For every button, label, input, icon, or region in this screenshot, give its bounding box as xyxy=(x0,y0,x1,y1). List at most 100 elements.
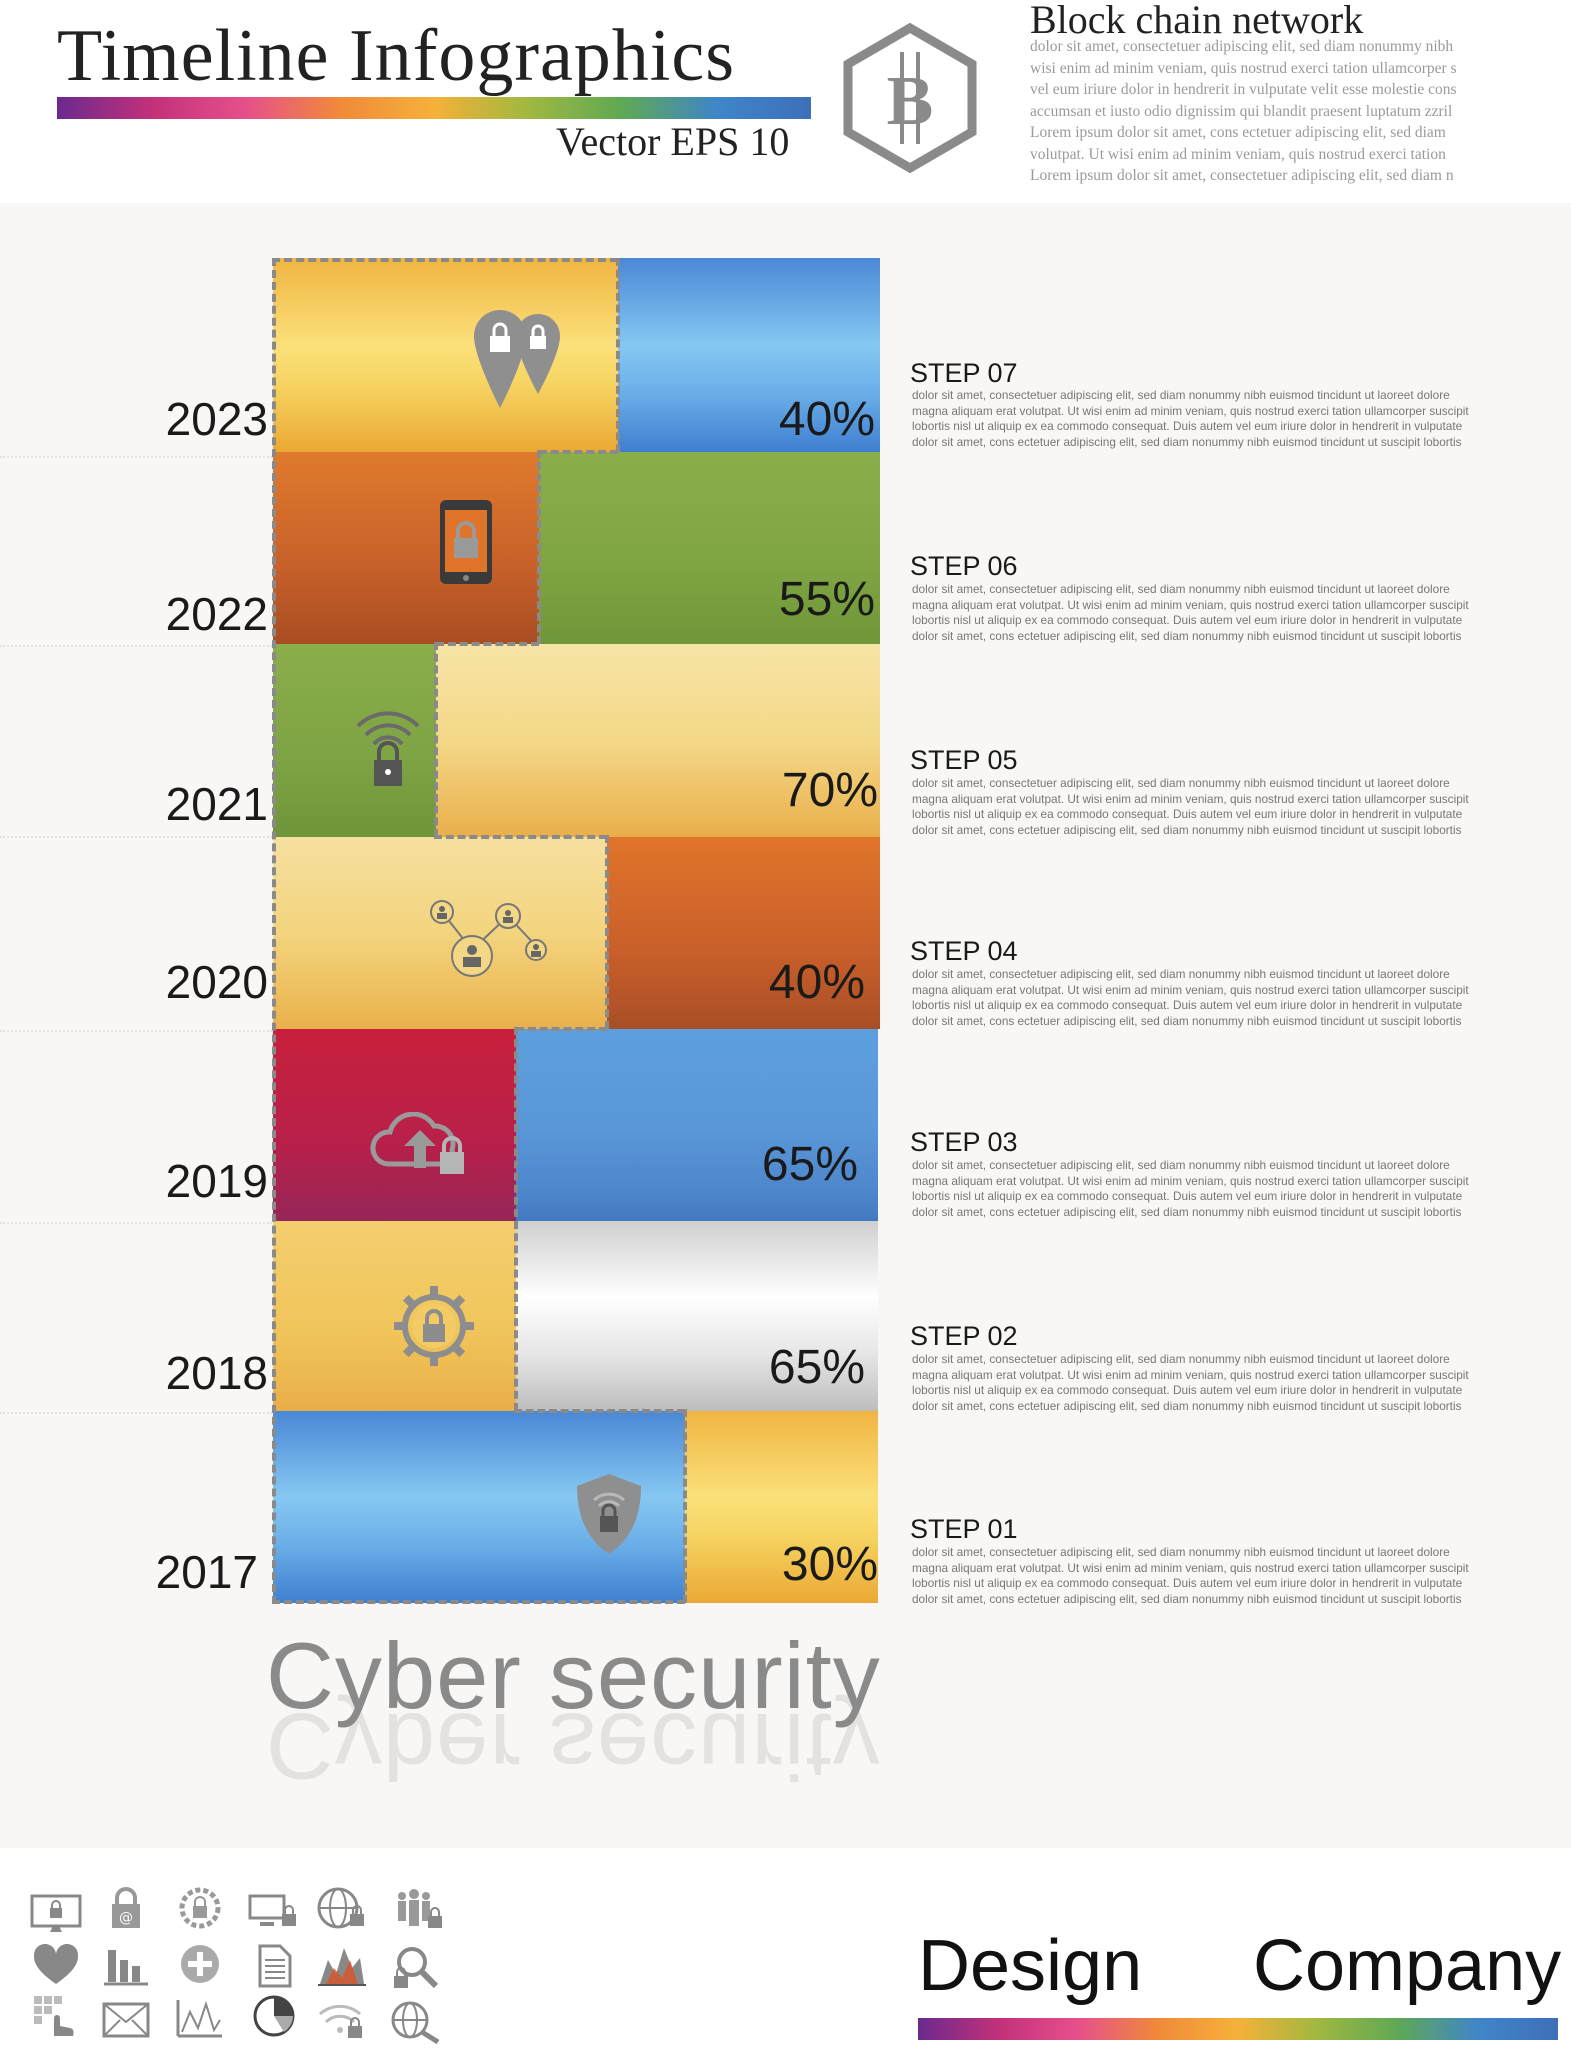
step-line: magna aliquam erat volutpat. Ut wisi eni… xyxy=(912,1367,1469,1382)
year-label: 2022 xyxy=(165,588,268,640)
profile-line xyxy=(272,258,276,1604)
step-line: dolor sit amet, cons ectetuer adipiscing… xyxy=(912,434,1462,449)
step-title: STEP 07 xyxy=(910,358,1018,388)
bitcoin-hexagon-icon: B xyxy=(843,22,977,174)
main-label-reflection: Cyber security xyxy=(266,1694,881,1799)
percent-label: 55% xyxy=(778,573,875,626)
blockchain-line: accumsan et iusto odio dignissim qui bla… xyxy=(1030,102,1453,120)
footer-company: Company xyxy=(1253,1926,1562,2006)
step-line: lobortis nisl ut aliquip ex ea commodo c… xyxy=(912,1383,1463,1398)
step-line: magna aliquam erat volutpat. Ut wisi eni… xyxy=(912,403,1469,418)
profile-line xyxy=(616,258,620,452)
bar-right-2023 xyxy=(618,258,880,452)
divider xyxy=(0,1412,272,1414)
step-line: magna aliquam erat volutpat. Ut wisi eni… xyxy=(912,791,1469,806)
bar-right-2020 xyxy=(607,837,880,1029)
divider xyxy=(0,645,272,647)
wifi-lock-icon xyxy=(356,711,420,786)
step-line: dolor sit amet, cons ectetuer adipiscing… xyxy=(912,628,1462,643)
subtitle: Vector EPS 10 xyxy=(556,119,790,164)
step-line: dolor sit amet, cons ectetuer adipiscing… xyxy=(912,1398,1462,1413)
blockchain-text: dolor sit amet, consectetuer adipiscing … xyxy=(1030,36,1570,187)
pie-chart-icon xyxy=(253,1995,295,2037)
year-label: 2019 xyxy=(165,1155,268,1207)
gear-lock-icon xyxy=(394,1286,474,1366)
step-line: dolor sit amet, cons ectetuer adipiscing… xyxy=(912,1013,1462,1028)
year-label: 2020 xyxy=(165,956,268,1008)
step-title: STEP 03 xyxy=(910,1127,1018,1157)
step-description: dolor sit amet, consectetuer adipiscing … xyxy=(912,1545,1512,1607)
profile-line xyxy=(434,642,438,837)
year-label: 2018 xyxy=(165,1347,268,1399)
bar-left-2018 xyxy=(273,1221,516,1411)
wifi-lock-icon xyxy=(319,2004,362,2038)
step-title: STEP 05 xyxy=(910,745,1018,775)
step-line: dolor sit amet, cons ectetuer adipiscing… xyxy=(912,822,1462,837)
step-line: dolor sit amet, consectetuer adipiscing … xyxy=(912,388,1450,402)
percent-label: 40% xyxy=(768,956,865,1009)
blockchain-line: Lorem ipsum dolor sit amet, cons ectetue… xyxy=(1030,124,1446,141)
cloud-upload-lock-icon xyxy=(370,1112,464,1174)
step-line: magna aliquam erat volutpat. Ut wisi eni… xyxy=(912,597,1469,612)
bar-right-2021 xyxy=(436,644,880,837)
rainbow-bar xyxy=(57,97,811,119)
year-label: 2021 xyxy=(165,778,268,830)
heart-icon xyxy=(33,1944,79,1984)
step-line: dolor sit amet, cons ectetuer adipiscing… xyxy=(912,1204,1462,1219)
step-description: dolor sit amet, consectetuer adipiscing … xyxy=(912,582,1512,644)
envelope-icon xyxy=(102,2002,150,2038)
step-line: dolor sit amet, consectetuer adipiscing … xyxy=(912,582,1450,596)
area-chart-icon xyxy=(318,1948,366,1986)
network-users-icon xyxy=(430,900,547,977)
pie-plus-icon xyxy=(181,1945,219,1983)
bar-right-2019 xyxy=(516,1029,878,1221)
blockchain-line: volutpat. Ut wisi enim ad minim veniam, … xyxy=(1030,145,1446,163)
bar-chart-icon xyxy=(104,1950,148,1986)
year-label: 2023 xyxy=(165,393,268,445)
divider xyxy=(0,1030,272,1032)
grid-hand-icon xyxy=(34,1996,74,2036)
step-title: STEP 01 xyxy=(910,1514,1018,1544)
step-line: magna aliquam erat volutpat. Ut wisi eni… xyxy=(912,1173,1469,1188)
gear-lock-icon xyxy=(179,1887,221,1929)
blockchain-line: dolor sit amet, consectetuer adipiscing … xyxy=(1030,38,1454,55)
profile-line xyxy=(436,642,539,646)
profile-line xyxy=(434,835,607,839)
blockchain-line: vel eum iriure dolor in hendrerit in vul… xyxy=(1030,81,1457,98)
step-line: dolor sit amet, consectetuer adipiscing … xyxy=(912,1158,1450,1172)
blockchain-line: Lorem ipsum dolor sit amet, consectetuer… xyxy=(1030,167,1454,184)
bar-right-2018 xyxy=(516,1221,878,1411)
page-title: Timeline Infographics xyxy=(57,15,736,97)
profile-line xyxy=(272,1600,685,1604)
percent-label: 40% xyxy=(778,393,875,446)
percent-label: 70% xyxy=(781,764,878,817)
percent-label: 65% xyxy=(768,1341,865,1394)
search-lock-icon xyxy=(394,1947,439,1989)
svg-text:@: @ xyxy=(119,1910,133,1926)
step-title: STEP 06 xyxy=(910,551,1018,581)
bar-right-2017 xyxy=(685,1411,878,1603)
divider xyxy=(0,456,272,458)
profile-line xyxy=(683,1409,687,1603)
step-line: lobortis nisl ut aliquip ex ea commodo c… xyxy=(912,807,1463,822)
step-line: dolor sit amet, consectetuer adipiscing … xyxy=(912,967,1450,981)
profile-line xyxy=(605,835,609,1029)
footer-design: Design xyxy=(918,1926,1143,2006)
phone-lock-icon xyxy=(440,500,492,584)
location-lock-icon xyxy=(474,310,560,408)
document-icon xyxy=(258,1944,292,1988)
percent-label: 30% xyxy=(781,1538,878,1591)
profile-line xyxy=(514,1409,685,1413)
shield-wifi-lock-icon xyxy=(577,1474,641,1554)
blockchain-line: wisi enim ad minim veniam, quis nostrud … xyxy=(1030,59,1457,77)
step-description: dolor sit amet, consectetuer adipiscing … xyxy=(912,1352,1512,1414)
step-description: dolor sit amet, consectetuer adipiscing … xyxy=(912,776,1512,838)
monitor-lock-icon xyxy=(30,1894,82,1932)
blockchain-title: Block chain network xyxy=(1030,0,1364,42)
bar-left-2022 xyxy=(273,452,539,644)
step-line: lobortis nisl ut aliquip ex ea commodo c… xyxy=(912,419,1463,434)
bar-left-2020 xyxy=(273,837,607,1029)
profile-line xyxy=(516,1027,607,1031)
globe-search-icon xyxy=(391,2001,440,2044)
step-description: dolor sit amet, consectetuer adipiscing … xyxy=(912,1158,1512,1220)
